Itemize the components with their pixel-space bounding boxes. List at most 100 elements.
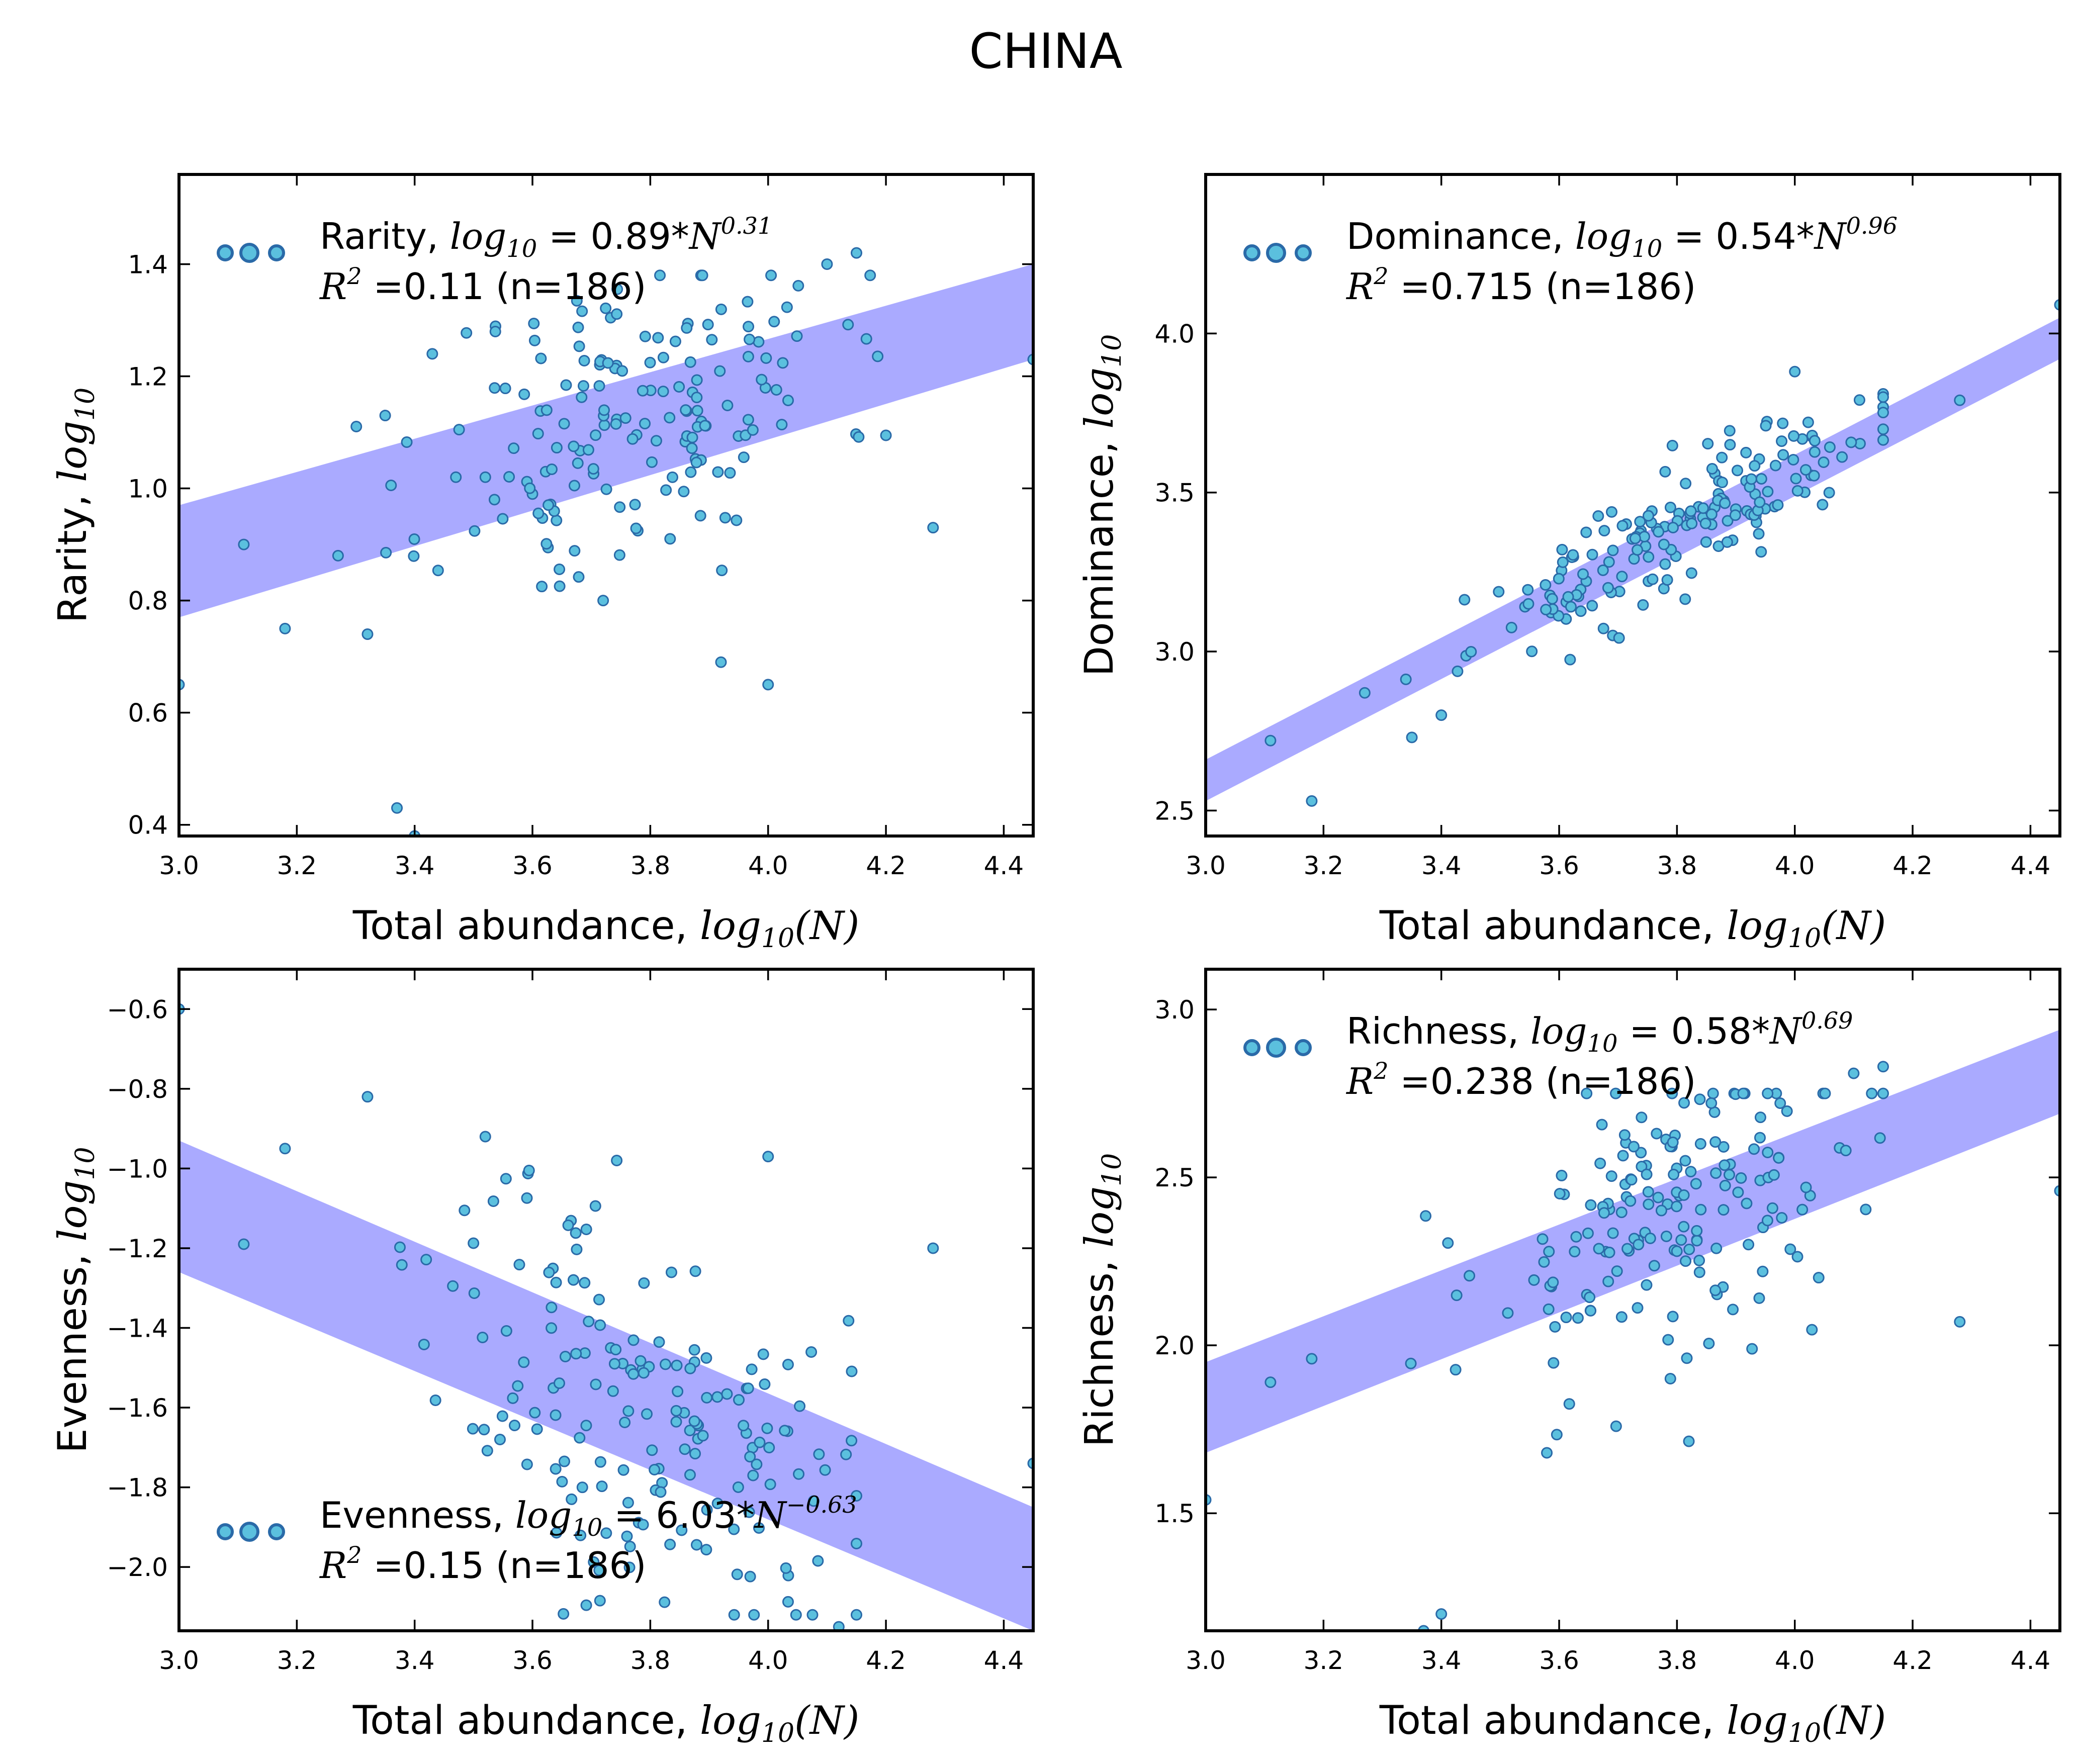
data-point	[1538, 1256, 1550, 1268]
data-point	[747, 1469, 759, 1481]
x-tick-label: 4.2	[866, 851, 906, 880]
data-point	[1569, 1246, 1581, 1258]
data-point	[731, 1568, 743, 1581]
data-point	[1787, 453, 1799, 466]
data-point	[1505, 621, 1517, 633]
data-point	[1697, 502, 1709, 514]
data-point	[1452, 665, 1464, 677]
data-point	[447, 1280, 459, 1292]
data-point	[543, 499, 555, 511]
data-point	[716, 565, 728, 577]
data-point	[583, 1316, 595, 1328]
data-point	[1560, 1312, 1572, 1324]
data-point	[728, 1523, 740, 1535]
data-point	[1719, 497, 1731, 509]
data-point	[1707, 1087, 1719, 1099]
data-point	[566, 1493, 578, 1505]
data-point	[1556, 543, 1568, 555]
data-point	[751, 1458, 763, 1470]
data-point	[1618, 1129, 1631, 1141]
data-point	[619, 412, 631, 424]
data-point	[478, 1424, 490, 1436]
data-point	[580, 1420, 592, 1432]
axes-frame	[177, 173, 1035, 838]
data-point	[1694, 1138, 1706, 1150]
data-point	[706, 334, 718, 346]
data-point	[432, 565, 444, 577]
data-point	[686, 442, 698, 454]
data-point	[513, 1259, 525, 1271]
panel-top-left: 3.0 3.2 3.4 3.6 3.8 4.0 4.2 4.4 0.4 0.6 0.8 1.0 1.2 1…	[50, 173, 1035, 954]
data-point	[1635, 1147, 1647, 1159]
regression-band	[179, 264, 1033, 618]
data-point	[1768, 1169, 1780, 1181]
data-point	[649, 1464, 661, 1476]
data-point	[1543, 1303, 1555, 1315]
x-axis-label: Total abundance, log10(N)	[352, 903, 860, 954]
data-point	[743, 321, 755, 333]
data-point	[646, 456, 658, 468]
data-point	[494, 1434, 506, 1446]
data-point	[1753, 528, 1765, 540]
data-point	[1586, 548, 1598, 561]
data-point	[1582, 1227, 1594, 1239]
data-point	[812, 1555, 824, 1567]
data-point	[598, 419, 610, 431]
data-point	[577, 380, 589, 392]
data-point	[574, 1432, 586, 1444]
data-point	[821, 258, 833, 270]
data-point	[1450, 1364, 1462, 1376]
panel-bottom-right: 3.0 3.2 3.4 3.6 3.8 4.0 4.2 4.4 1.5 2.0 2.5 3.0 Tota…	[1077, 968, 2061, 1748]
data-point	[691, 405, 703, 417]
data-point	[1716, 477, 1728, 489]
data-point	[1679, 1155, 1691, 1167]
y-tick-label: 4.0	[1154, 319, 1195, 348]
data-point	[496, 1410, 508, 1422]
data-point	[684, 356, 696, 368]
x-tick-label: 4.4	[984, 1646, 1024, 1675]
data-point	[743, 1506, 755, 1518]
data-point	[1548, 1357, 1560, 1369]
data-point	[238, 538, 250, 550]
data-point	[637, 385, 649, 397]
data-point	[673, 381, 685, 393]
data-point	[1641, 1168, 1653, 1180]
data-point	[602, 357, 614, 369]
data-point	[1664, 1372, 1676, 1384]
data-point	[1592, 510, 1604, 522]
data-point	[927, 1242, 939, 1254]
data-point	[1651, 1128, 1663, 1140]
data-point	[850, 1538, 862, 1550]
data-point	[608, 1358, 620, 1370]
data-point	[1607, 1227, 1619, 1239]
data-point	[1660, 1230, 1672, 1242]
data-point	[1655, 1204, 1667, 1217]
data-point	[507, 1392, 519, 1404]
legend-r2: R2 =0.715 (n=186)	[1345, 262, 1696, 308]
data-point	[646, 1444, 658, 1456]
data-point	[556, 1475, 568, 1488]
data-point	[1702, 438, 1714, 450]
data-point	[764, 1478, 776, 1491]
data-point	[753, 1522, 765, 1534]
data-point	[1848, 1067, 1860, 1079]
data-point	[1632, 544, 1644, 556]
data-point	[569, 480, 581, 492]
data-point	[1616, 520, 1629, 532]
data-point	[546, 1322, 558, 1334]
data-point	[1685, 505, 1697, 517]
plot-area	[1206, 299, 2060, 807]
legend-marker	[268, 244, 285, 261]
x-tick-label: 3.8	[1657, 851, 1697, 880]
data-point	[1693, 1254, 1705, 1266]
data-point	[757, 1348, 769, 1360]
data-point	[1586, 600, 1598, 612]
data-point	[503, 471, 515, 483]
data-point	[562, 1219, 574, 1231]
y-tick-label: 2.0	[1154, 1331, 1195, 1360]
data-point	[1658, 538, 1670, 550]
data-point	[724, 467, 736, 479]
data-point	[1551, 1429, 1563, 1441]
data-point	[1718, 1141, 1730, 1153]
